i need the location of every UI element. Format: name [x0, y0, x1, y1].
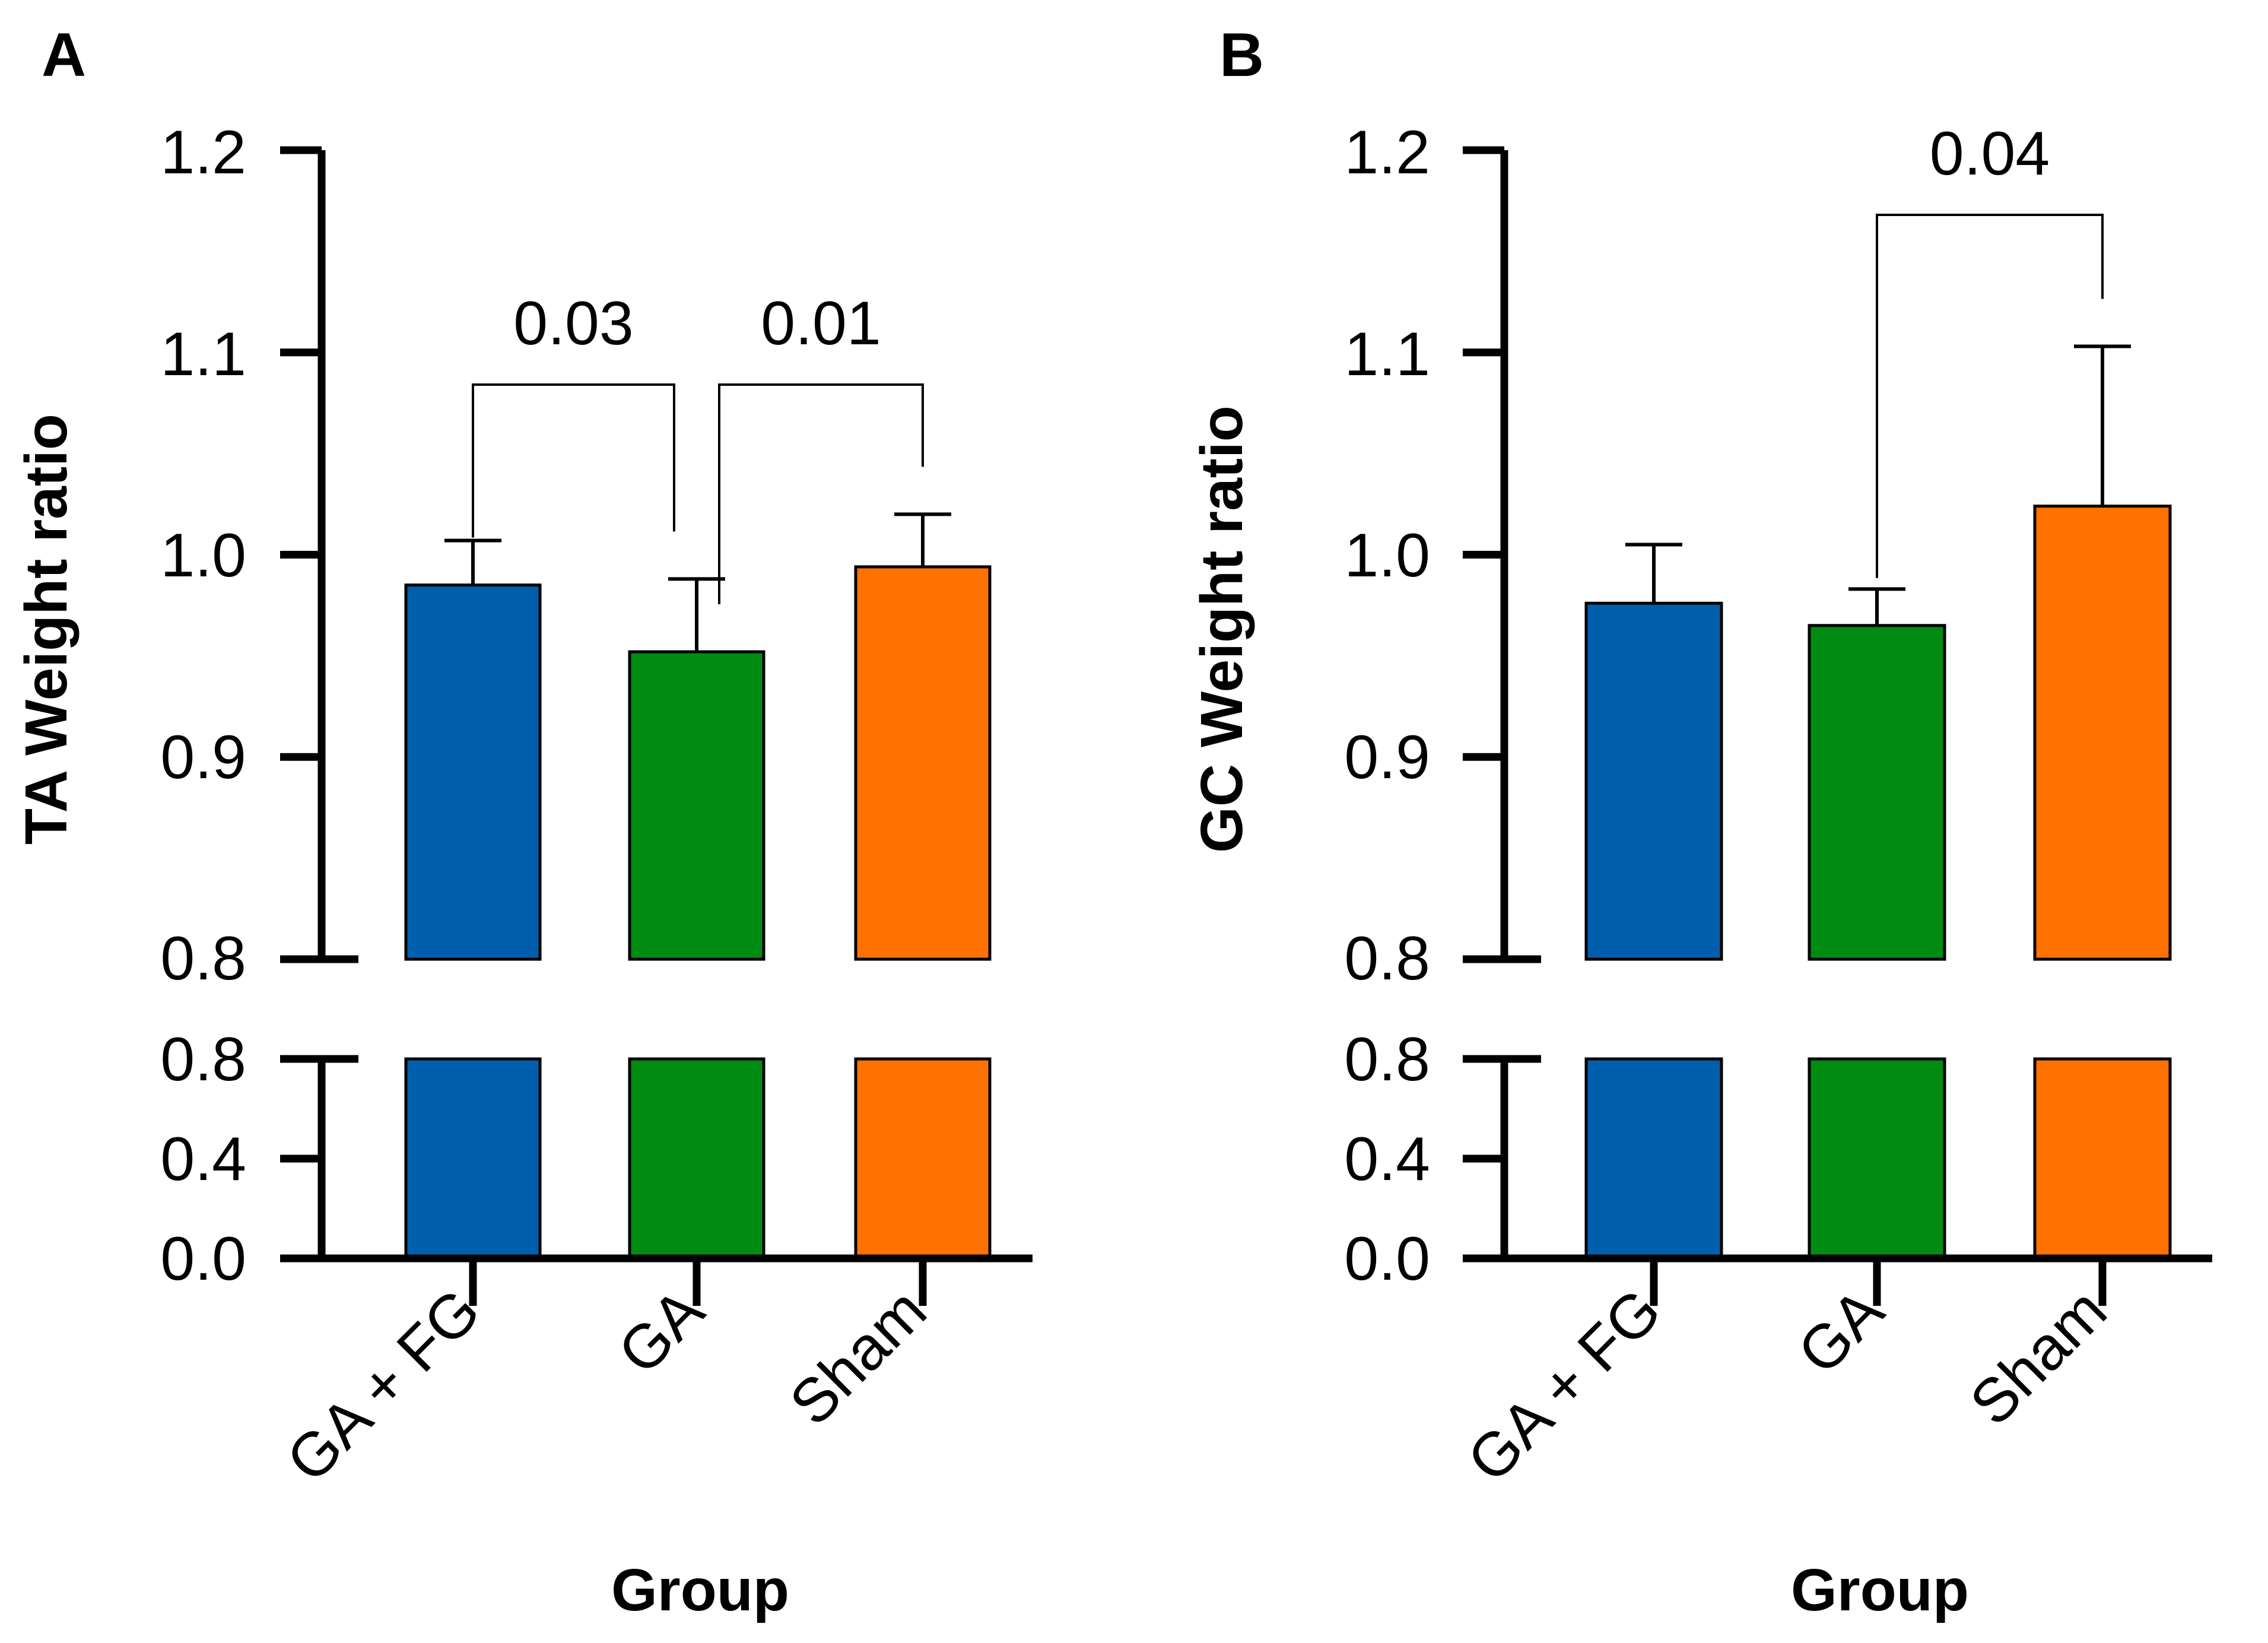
x-tick-label: Sham [1957, 1276, 2120, 1438]
y-tick-label: 1.0 [1344, 521, 1430, 590]
y-tick-label: 0.8 [160, 1025, 246, 1094]
significance-label: 0.04 [1930, 119, 2050, 188]
bar [854, 1057, 992, 1260]
bar [404, 583, 542, 961]
x-axis-title: Group [611, 1557, 789, 1623]
panel-label-b: B [1219, 21, 1264, 90]
panel-a: A TA Weight ratio Group 0.8 0.9 1.0 1.1 … [13, 21, 1033, 1623]
y-axis-title: GC Weight ratio [1189, 405, 1255, 853]
y-tick-label: 0.4 [160, 1125, 246, 1194]
significance-bracket [472, 383, 675, 538]
y-tick-label: 0.0 [1344, 1225, 1430, 1293]
y-tick-label: 0.9 [160, 723, 246, 792]
significance-bracket [1876, 214, 2104, 578]
y-tick-label: 0.4 [1344, 1125, 1430, 1194]
x-tick-label: GA + FG [274, 1276, 493, 1495]
significance-label: 0.01 [761, 289, 881, 358]
bar [628, 650, 765, 961]
y-tick-label: 0.0 [160, 1225, 246, 1293]
x-tick-label: Sham [777, 1276, 939, 1438]
bar [1808, 1057, 1946, 1260]
bar [1584, 1057, 1723, 1260]
y-tick-label: 0.9 [1344, 723, 1430, 792]
panel-label-a: A [42, 21, 86, 90]
bar [1808, 624, 1946, 961]
significance-label: 0.03 [513, 289, 633, 358]
bar [2033, 1057, 2172, 1260]
bar [628, 1057, 765, 1260]
y-tick-label: 1.1 [1344, 320, 1430, 389]
y-tick-label: 0.8 [160, 924, 246, 993]
panel-b: B GC Weight ratio Group 0.8 0.9 1.0 1.1 … [1189, 21, 2212, 1623]
bar [404, 1057, 542, 1260]
y-tick-label: 0.8 [1344, 1025, 1430, 1094]
y-axis-title: TA Weight ratio [13, 414, 80, 845]
y-tick-label: 0.8 [1344, 924, 1430, 993]
significance-bracket [718, 383, 924, 605]
bar [2033, 505, 2172, 961]
bar [854, 565, 992, 961]
y-tick-label: 1.1 [160, 320, 246, 389]
x-axis-title: Group [1791, 1557, 1969, 1623]
y-tick-label: 1.0 [160, 521, 246, 590]
y-tick-label: 1.2 [160, 118, 246, 187]
bar [1584, 601, 1723, 961]
y-tick-label: 1.2 [1344, 118, 1430, 187]
x-tick-label: GA + FG [1454, 1276, 1674, 1495]
